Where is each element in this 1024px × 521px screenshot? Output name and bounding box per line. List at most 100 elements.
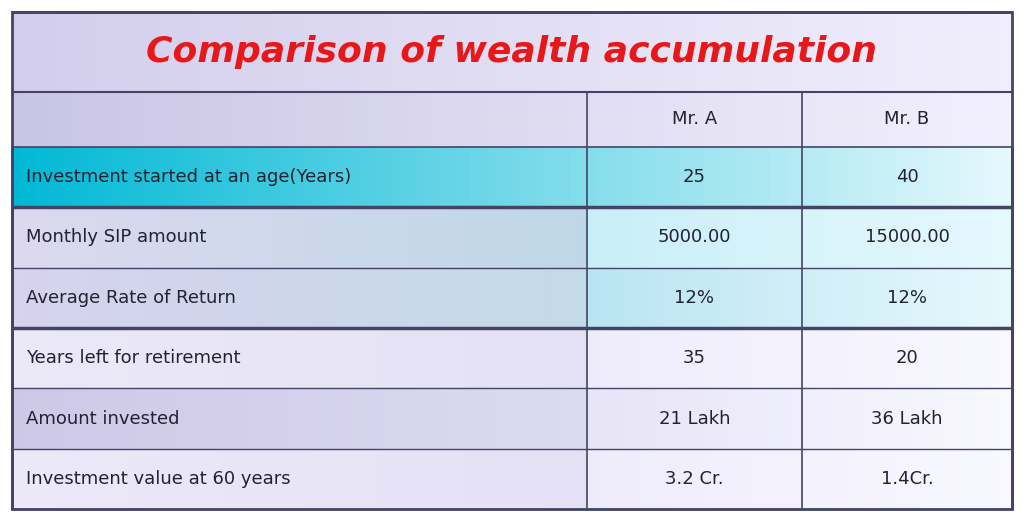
Polygon shape	[127, 449, 134, 509]
Polygon shape	[885, 268, 890, 328]
Polygon shape	[270, 207, 278, 268]
Polygon shape	[212, 12, 220, 92]
Polygon shape	[929, 147, 937, 207]
Polygon shape	[805, 449, 810, 509]
Polygon shape	[965, 268, 970, 328]
Polygon shape	[528, 147, 537, 207]
Polygon shape	[554, 147, 562, 207]
Polygon shape	[522, 92, 532, 147]
Polygon shape	[921, 147, 929, 207]
Polygon shape	[353, 12, 362, 92]
Polygon shape	[451, 207, 458, 268]
Polygon shape	[853, 449, 858, 509]
Polygon shape	[544, 449, 551, 509]
Polygon shape	[551, 388, 558, 449]
Polygon shape	[795, 449, 800, 509]
Polygon shape	[985, 388, 991, 449]
Polygon shape	[757, 207, 762, 268]
Polygon shape	[625, 328, 630, 388]
Polygon shape	[365, 328, 372, 388]
Polygon shape	[177, 328, 184, 388]
Polygon shape	[770, 12, 778, 92]
Polygon shape	[112, 12, 121, 92]
Polygon shape	[971, 147, 979, 207]
Polygon shape	[187, 147, 196, 207]
Polygon shape	[55, 449, 62, 509]
Polygon shape	[422, 328, 429, 388]
Polygon shape	[922, 328, 927, 388]
Polygon shape	[436, 328, 443, 388]
Polygon shape	[445, 12, 454, 92]
Polygon shape	[645, 328, 650, 388]
Polygon shape	[532, 92, 542, 147]
Polygon shape	[48, 268, 55, 328]
Polygon shape	[868, 388, 873, 449]
Polygon shape	[831, 207, 837, 268]
Polygon shape	[582, 92, 592, 147]
Polygon shape	[703, 147, 712, 207]
Polygon shape	[515, 207, 522, 268]
Polygon shape	[662, 92, 672, 147]
Polygon shape	[402, 92, 412, 147]
Polygon shape	[458, 328, 465, 388]
Polygon shape	[262, 12, 270, 92]
Polygon shape	[12, 449, 19, 509]
Polygon shape	[479, 328, 486, 388]
Polygon shape	[965, 207, 970, 268]
Polygon shape	[512, 12, 520, 92]
Polygon shape	[837, 147, 846, 207]
Polygon shape	[508, 328, 515, 388]
Polygon shape	[270, 12, 279, 92]
Polygon shape	[45, 12, 53, 92]
Polygon shape	[400, 328, 408, 388]
Polygon shape	[958, 388, 965, 449]
Polygon shape	[350, 388, 357, 449]
Polygon shape	[551, 449, 558, 509]
Polygon shape	[880, 328, 885, 388]
Polygon shape	[343, 328, 350, 388]
Polygon shape	[900, 328, 906, 388]
Polygon shape	[895, 328, 900, 388]
Polygon shape	[443, 268, 451, 328]
Polygon shape	[880, 207, 885, 268]
Polygon shape	[242, 328, 249, 388]
Polygon shape	[795, 328, 800, 388]
Polygon shape	[299, 207, 306, 268]
Polygon shape	[436, 388, 443, 449]
Polygon shape	[552, 92, 562, 147]
Polygon shape	[187, 12, 196, 92]
Polygon shape	[630, 207, 635, 268]
Polygon shape	[692, 92, 702, 147]
Polygon shape	[730, 268, 736, 328]
Polygon shape	[953, 147, 962, 207]
Polygon shape	[847, 449, 853, 509]
Polygon shape	[306, 268, 314, 328]
Polygon shape	[629, 12, 637, 92]
Polygon shape	[762, 449, 768, 509]
Polygon shape	[386, 388, 393, 449]
Polygon shape	[895, 147, 903, 207]
Polygon shape	[177, 388, 184, 449]
Polygon shape	[637, 12, 645, 92]
Polygon shape	[92, 92, 102, 147]
Polygon shape	[321, 147, 329, 207]
Polygon shape	[306, 207, 314, 268]
Polygon shape	[970, 268, 975, 328]
Polygon shape	[336, 268, 343, 328]
Polygon shape	[393, 328, 400, 388]
Polygon shape	[206, 449, 213, 509]
Polygon shape	[890, 268, 895, 328]
Polygon shape	[285, 388, 292, 449]
Polygon shape	[270, 388, 278, 449]
Polygon shape	[263, 388, 270, 449]
Polygon shape	[329, 207, 336, 268]
Polygon shape	[656, 268, 662, 328]
Polygon shape	[613, 268, 618, 328]
Polygon shape	[1001, 268, 1007, 328]
Polygon shape	[312, 12, 321, 92]
Polygon shape	[371, 147, 379, 207]
Polygon shape	[948, 328, 953, 388]
Polygon shape	[815, 268, 821, 328]
Polygon shape	[12, 328, 19, 388]
Polygon shape	[42, 92, 52, 147]
